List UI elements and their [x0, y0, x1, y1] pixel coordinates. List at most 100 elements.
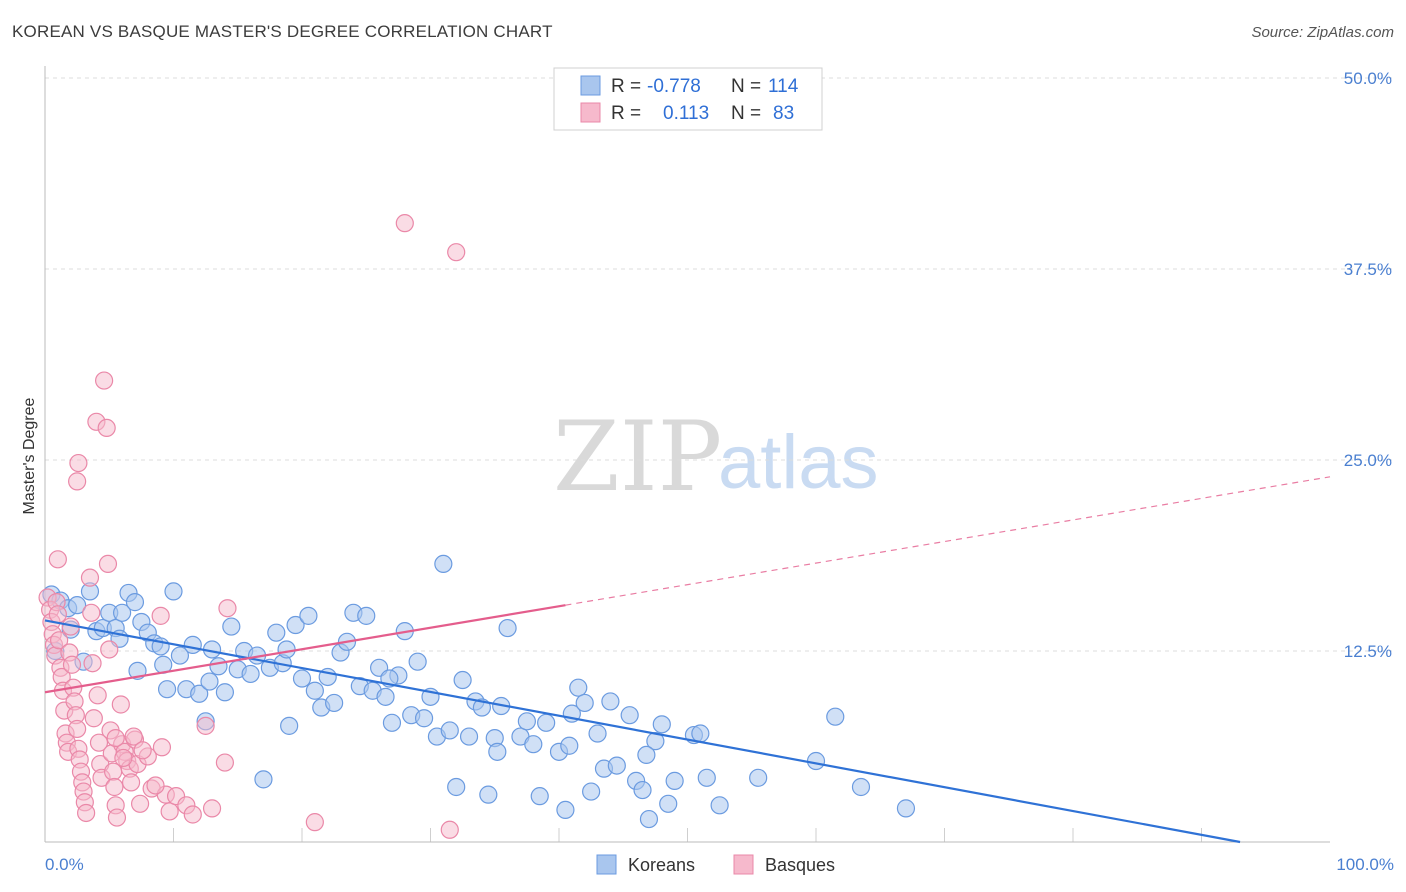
- basque-point: [146, 776, 165, 795]
- korean-points: [42, 554, 916, 829]
- korean-point: [569, 678, 588, 697]
- y-tick-label-2: 37.5%: [1344, 260, 1392, 279]
- basque-point: [105, 777, 124, 797]
- basque-point: [82, 603, 101, 622]
- korean-point: [530, 787, 549, 806]
- basque-point: [89, 733, 109, 752]
- basque-trend-line: [44, 604, 566, 694]
- korean-point: [524, 735, 543, 754]
- korean-point: [376, 687, 395, 706]
- top-legend: R = -0.778 N = 114 R = 0.113 N = 83: [553, 67, 823, 131]
- basque-point: [183, 805, 202, 824]
- basque-point: [160, 802, 179, 821]
- basque-point: [196, 716, 215, 735]
- basque-point: [151, 606, 170, 625]
- y-tick-labels: 12.5% 25.0% 37.5% 50.0%: [1344, 69, 1392, 661]
- korean-point: [267, 623, 286, 642]
- basque-point: [100, 640, 119, 659]
- legend-r-label-basque: R =: [611, 103, 641, 124]
- y-tick-label-1: 25.0%: [1344, 451, 1392, 470]
- legend-swatch-korean: [580, 75, 601, 96]
- legend-n-value-basque: 83: [773, 103, 794, 124]
- axes: [44, 66, 1330, 843]
- korean-point: [447, 777, 466, 797]
- legend-n-label-korean: N =: [731, 76, 761, 97]
- basque-point: [84, 709, 103, 728]
- korean-point: [125, 593, 145, 612]
- korean-point: [806, 751, 826, 771]
- korean-point: [749, 768, 768, 787]
- korean-point: [277, 640, 296, 659]
- basque-point: [133, 741, 152, 760]
- korean-point: [222, 617, 241, 636]
- basque-point: [447, 243, 466, 262]
- bottom-legend: Koreans Basques: [596, 854, 835, 875]
- basque-point: [48, 605, 67, 624]
- korean-point: [556, 800, 575, 820]
- korean-point: [414, 709, 434, 728]
- korean-point: [170, 646, 190, 665]
- basque-point: [106, 728, 125, 748]
- basque-point: [114, 748, 133, 768]
- korean-point: [498, 618, 517, 638]
- basque-point: [48, 550, 67, 569]
- korean-point: [382, 713, 402, 732]
- basque-point: [124, 727, 143, 746]
- korean-point: [434, 554, 453, 574]
- korean-point: [292, 669, 312, 688]
- basque-point: [95, 371, 114, 390]
- basque-trend-extension: [565, 476, 1331, 606]
- korean-point: [183, 635, 202, 654]
- korean-point: [560, 736, 579, 755]
- korean-point: [453, 670, 472, 690]
- legend-r-value-basque: 0.113: [663, 103, 709, 124]
- korean-point: [286, 615, 305, 635]
- y-axis-label: Master's Degree: [21, 397, 38, 514]
- korean-point: [517, 712, 536, 731]
- korean-point: [697, 768, 716, 787]
- basque-point: [68, 472, 87, 491]
- basque-point: [62, 655, 82, 674]
- korean-point: [190, 684, 209, 703]
- korean-point: [459, 727, 479, 746]
- basque-point: [215, 753, 234, 772]
- korean-point: [215, 683, 234, 702]
- legend-n-value-korean: 114: [768, 76, 799, 97]
- basque-point: [107, 808, 127, 827]
- watermark: ZIP atlas: [553, 401, 879, 513]
- korean-point: [241, 664, 260, 684]
- korean-trend-line: [44, 619, 1241, 844]
- basque-point: [83, 654, 102, 673]
- basque-point: [68, 719, 87, 739]
- basque-point: [202, 799, 222, 818]
- y-tick-label-3: 50.0%: [1344, 69, 1392, 88]
- korean-point: [68, 596, 87, 615]
- x-tick-label-1: 100.0%: [1336, 855, 1394, 874]
- korean-point: [209, 657, 228, 676]
- korean-point: [479, 785, 498, 804]
- korean-point: [305, 681, 324, 700]
- korean-point: [157, 680, 177, 699]
- korean-point: [408, 652, 427, 671]
- korean-point: [665, 771, 684, 790]
- korean-point: [112, 603, 132, 622]
- x-tick-labels: 0.0% 100.0%: [45, 855, 1394, 874]
- korean-point: [357, 606, 376, 625]
- legend-r-label-korean: R =: [611, 76, 641, 97]
- grid: [45, 77, 1392, 842]
- korean-point: [639, 809, 659, 829]
- korean-point: [652, 715, 671, 734]
- korean-point: [537, 713, 556, 732]
- korean-point: [440, 721, 459, 740]
- korean-point: [200, 672, 219, 691]
- bottom-legend-swatch-basques: [733, 854, 754, 875]
- basque-points: [38, 214, 466, 839]
- source-label: Source: ZipAtlas.com: [1251, 24, 1394, 41]
- basque-point: [77, 803, 96, 823]
- korean-point: [607, 756, 626, 775]
- basque-point: [88, 686, 107, 705]
- bottom-legend-koreans: Koreans: [628, 855, 695, 875]
- bottom-legend-basques: Basques: [765, 855, 835, 875]
- korean-point: [633, 780, 652, 800]
